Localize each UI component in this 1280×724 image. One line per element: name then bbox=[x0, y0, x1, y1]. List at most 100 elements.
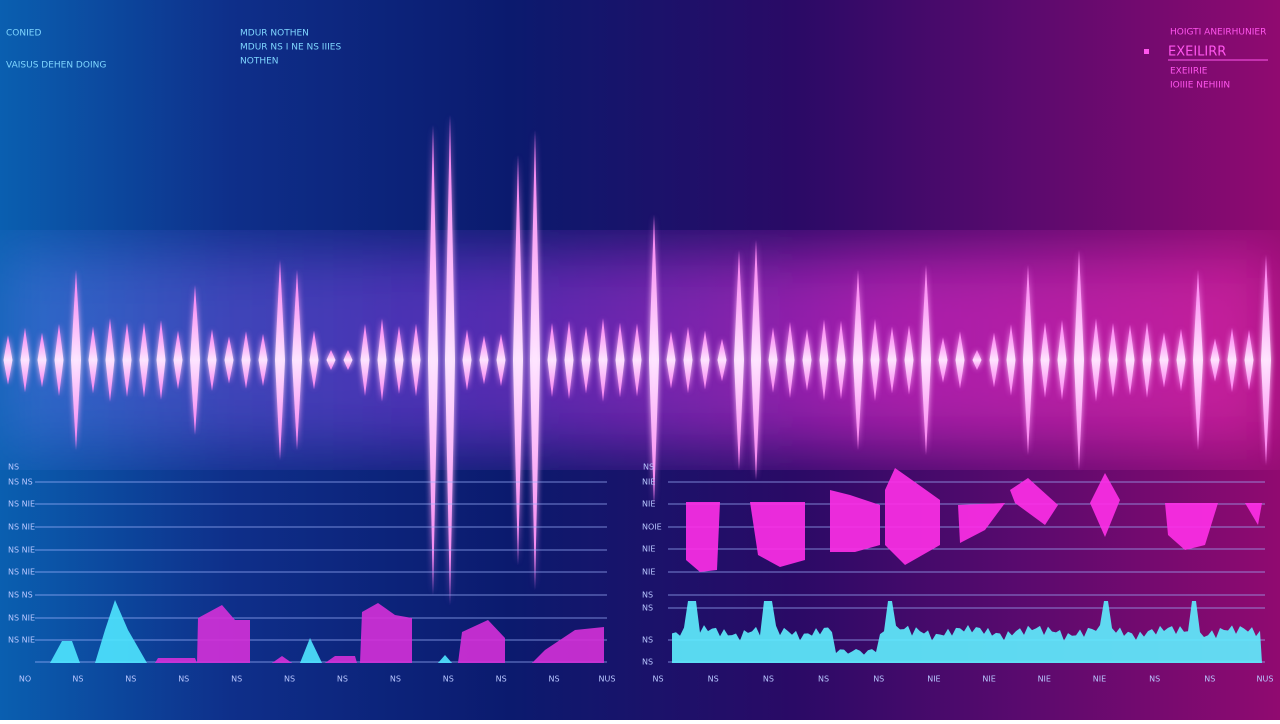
x-label: NS bbox=[1204, 675, 1215, 684]
y-label: NS bbox=[642, 658, 653, 667]
header-subtitle: VAISUS DEHEN DOING bbox=[6, 61, 106, 71]
waveform-spike bbox=[700, 330, 710, 390]
x-label: NIE bbox=[927, 675, 940, 684]
y-label: NS bbox=[642, 591, 653, 600]
waveform-spike bbox=[938, 337, 948, 383]
y-label: NS NIE bbox=[8, 568, 35, 577]
waveform-spike bbox=[207, 329, 217, 391]
waveform-spike bbox=[819, 319, 829, 401]
y-label: NS NIE bbox=[8, 614, 35, 623]
area-shape bbox=[272, 656, 292, 663]
waveform-spike bbox=[326, 350, 336, 370]
waveform-spike bbox=[1074, 250, 1084, 470]
waveform-spike bbox=[615, 322, 625, 398]
waveform-spike bbox=[547, 323, 557, 397]
area-shape bbox=[95, 600, 147, 663]
y-label: NS bbox=[642, 604, 653, 613]
x-label: NS bbox=[1149, 675, 1160, 684]
x-label: NS bbox=[496, 675, 507, 684]
waveform-spike bbox=[1227, 327, 1237, 393]
header-title: MDUR NOTHEN bbox=[240, 29, 309, 39]
waveform-spike bbox=[1006, 324, 1016, 396]
waveform-spike bbox=[972, 350, 982, 370]
waveform-spike bbox=[71, 270, 81, 450]
waveform-spike bbox=[88, 326, 98, 394]
x-label: NS bbox=[652, 675, 663, 684]
waveform-spike bbox=[1040, 322, 1050, 398]
waveform-spike bbox=[394, 326, 404, 394]
waveform-spike bbox=[360, 323, 370, 397]
waveform-spike bbox=[513, 155, 523, 565]
panels: NS NS NS NIE NS NIE NS NIE NS NIE NS NS NS NIE… bbox=[8, 468, 1273, 684]
y-label: NS NIE bbox=[8, 500, 35, 509]
x-label: NS bbox=[443, 675, 454, 684]
x-label: NS bbox=[818, 675, 829, 684]
header-title: HOIGTI ANEIRHUNIER bbox=[1170, 28, 1266, 38]
x-label: NIE bbox=[982, 675, 995, 684]
area-shape bbox=[197, 605, 250, 663]
y-label: NS NIE bbox=[8, 523, 35, 532]
waveform-spike bbox=[1125, 324, 1135, 396]
waveform-spike bbox=[921, 265, 931, 455]
header-heading: EXEILIRR bbox=[1168, 45, 1226, 60]
waveform-spike bbox=[54, 323, 64, 397]
y-label: NS NS bbox=[8, 478, 33, 487]
area-shape bbox=[672, 601, 1262, 663]
area-shape bbox=[155, 658, 197, 663]
area-shape bbox=[1245, 503, 1262, 525]
waveform-spike bbox=[989, 332, 999, 388]
waveform-spike bbox=[870, 318, 880, 402]
waveform-spike bbox=[224, 336, 234, 384]
waveform-spike bbox=[768, 327, 778, 393]
area-shape bbox=[1090, 473, 1120, 537]
x-label: NS bbox=[763, 675, 774, 684]
waveform-spike bbox=[496, 333, 506, 387]
indicator bbox=[1144, 49, 1149, 54]
waveform-spike bbox=[598, 318, 608, 402]
waveform-spike bbox=[1142, 322, 1152, 398]
x-label: NO bbox=[19, 675, 31, 684]
x-label: NS bbox=[231, 675, 242, 684]
waveform-spike bbox=[173, 330, 183, 390]
waveform-spike bbox=[564, 320, 574, 400]
waveform-spike bbox=[1210, 338, 1220, 382]
area-shape bbox=[325, 656, 357, 663]
waveform-spike bbox=[258, 333, 268, 387]
header-note: NOTHEN bbox=[240, 57, 279, 67]
area-shape bbox=[458, 620, 505, 663]
y-label: NS NS bbox=[8, 591, 33, 600]
x-label: NS bbox=[549, 675, 560, 684]
waveform-spike bbox=[955, 331, 965, 389]
waveform-spike bbox=[445, 115, 455, 605]
x-label: NS bbox=[284, 675, 295, 684]
y-label: NOIE bbox=[642, 523, 662, 532]
y-label: NS NIE bbox=[8, 636, 35, 645]
waveform-spike bbox=[377, 318, 387, 402]
waveform-spike bbox=[292, 270, 302, 450]
waveform-spike bbox=[1108, 322, 1118, 398]
waveform-spike bbox=[343, 350, 353, 370]
waveform-spike bbox=[20, 327, 30, 393]
area-shape bbox=[830, 490, 880, 552]
area-shape bbox=[50, 641, 80, 663]
y-label: NIE bbox=[642, 500, 655, 509]
waveform-spike bbox=[105, 318, 115, 402]
waveform-spike bbox=[683, 326, 693, 394]
waveform-spike bbox=[241, 331, 251, 389]
area-shape bbox=[532, 627, 604, 663]
waveform-spike bbox=[717, 338, 727, 382]
waveform-spike bbox=[190, 285, 200, 435]
x-label: NIE bbox=[1093, 675, 1106, 684]
header-line: MDUR NS I NE NS IIIES bbox=[240, 43, 341, 53]
area-shape bbox=[750, 502, 805, 567]
x-label: NS bbox=[178, 675, 189, 684]
waveform-spike bbox=[1091, 318, 1101, 402]
waveform-spike bbox=[122, 322, 132, 398]
header-line: EXEIIRIE bbox=[1170, 67, 1208, 77]
y-label: NIE bbox=[642, 568, 655, 577]
area-shape bbox=[885, 468, 940, 565]
waveform-spike bbox=[1193, 270, 1203, 450]
y-label: NS bbox=[642, 636, 653, 645]
waveform-spike bbox=[853, 270, 863, 450]
x-label: NS bbox=[337, 675, 348, 684]
